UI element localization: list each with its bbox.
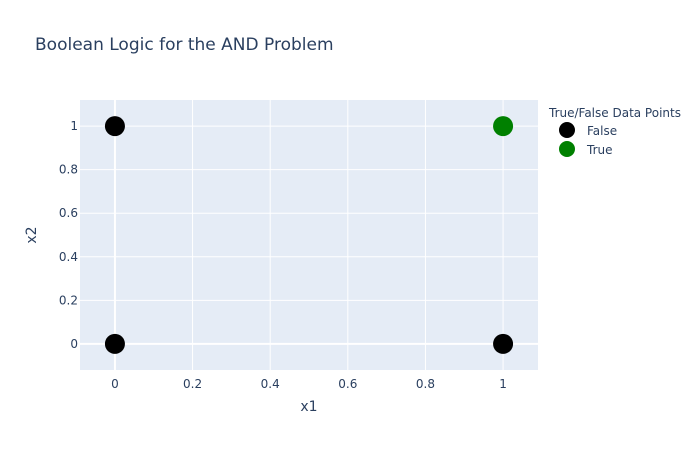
x-tick-label: 0.6 xyxy=(338,377,357,391)
data-points xyxy=(104,116,514,354)
data-point-false[interactable] xyxy=(104,116,125,137)
legend[interactable]: True/False Data Points False True xyxy=(548,106,681,157)
y-tick-label: 1 xyxy=(70,119,78,133)
x-tick-label: 1 xyxy=(499,377,507,391)
x-tick-label: 0.8 xyxy=(416,377,435,391)
y-tick-label: 0.8 xyxy=(59,163,78,177)
x-axis-label: x1 xyxy=(300,399,317,415)
legend-item-false[interactable]: False xyxy=(559,122,617,138)
y-tick-label: 0.6 xyxy=(59,206,78,220)
x-tick-label: 0 xyxy=(111,377,119,391)
legend-item-true[interactable]: True xyxy=(559,141,613,157)
legend-label-true: True xyxy=(586,143,613,157)
axis-ticks: 0 0.2 0.4 0.6 0.8 1 0 0.2 0.4 0.6 0.8 1 xyxy=(59,119,507,391)
grid xyxy=(80,100,538,370)
x-tick-label: 0.2 xyxy=(183,377,202,391)
data-point-false[interactable] xyxy=(493,333,514,354)
legend-marker-false xyxy=(559,122,575,138)
chart-title: Boolean Logic for the AND Problem xyxy=(35,35,334,55)
data-point-true[interactable] xyxy=(493,116,514,137)
y-axis-label: x2 xyxy=(24,226,40,243)
legend-title: True/False Data Points xyxy=(548,106,681,120)
legend-marker-true xyxy=(559,141,575,157)
y-tick-label: 0.4 xyxy=(59,250,78,264)
x-tick-label: 0.4 xyxy=(261,377,280,391)
plot-area xyxy=(80,100,538,370)
data-point-false[interactable] xyxy=(104,333,125,354)
legend-label-false: False xyxy=(587,124,617,138)
y-tick-label: 0.2 xyxy=(59,293,78,307)
y-tick-label: 0 xyxy=(70,337,78,351)
